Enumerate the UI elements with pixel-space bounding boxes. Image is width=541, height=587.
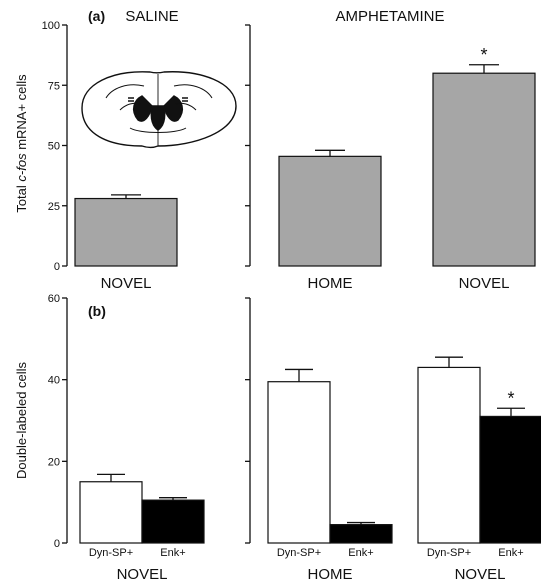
y-axis-label-a: Total c-fos mRNA+ cells [14, 74, 29, 213]
category-label-a: NOVEL [459, 275, 510, 292]
series-label-b: Dyn-SP+ [427, 547, 471, 559]
axes-layer [62, 24, 251, 544]
y-tick-label-a: 0 [54, 261, 60, 273]
bar-b [141, 499, 205, 544]
y-axis-label-b: Double-labeled cells [14, 361, 29, 479]
series-label-b: Enk+ [160, 547, 185, 559]
y-tick-label-b: 60 [48, 293, 60, 305]
panel-label-b: (b) [88, 303, 106, 319]
y-axis-label-a-part: Total [14, 182, 29, 213]
y-axis-label-a-part: c-fos [14, 153, 29, 182]
group-title-a: AMPHETAMINE [336, 8, 445, 25]
category-label-b: NOVEL [455, 566, 506, 583]
bar-b [417, 366, 481, 544]
series-label-b: Enk+ [348, 547, 373, 559]
bar-a [74, 197, 178, 267]
bar-b [79, 481, 143, 544]
labels-layer: 0 25 50 75 100 Total c-fos mRNA+ cells (a) SALI… [14, 8, 524, 583]
series-label-b: Dyn-SP+ [277, 547, 321, 559]
bar-a [432, 72, 536, 267]
y-tick-label-a: 75 [48, 80, 60, 92]
y-tick-label-a: 25 [48, 201, 60, 213]
y-axis-label-a-part: mRNA+ cells [14, 74, 29, 154]
bars-layer [74, 64, 541, 544]
y-tick-label-b: 0 [54, 538, 60, 550]
group-title-a: SALINE [125, 8, 178, 25]
y-tick-label-a: 50 [48, 141, 60, 153]
significance-b: * [507, 388, 514, 408]
series-label-b: Dyn-SP+ [89, 547, 133, 559]
bar-b [329, 524, 393, 544]
category-label-a: HOME [308, 275, 353, 292]
significance-a: * [480, 45, 487, 65]
category-label-b: NOVEL [117, 566, 168, 583]
y-tick-label-b: 20 [48, 456, 60, 468]
y-tick-label-a: 100 [42, 20, 60, 32]
category-label-b: HOME [308, 566, 353, 583]
series-label-b: Enk+ [498, 547, 523, 559]
panel-label-a: (a) [88, 8, 105, 24]
bar-b [267, 381, 331, 544]
y-tick-label-b: 40 [48, 375, 60, 387]
category-label-a: NOVEL [101, 275, 152, 292]
bar-b [479, 415, 541, 544]
brain-section-icon [81, 71, 237, 149]
bar-a [278, 155, 382, 267]
